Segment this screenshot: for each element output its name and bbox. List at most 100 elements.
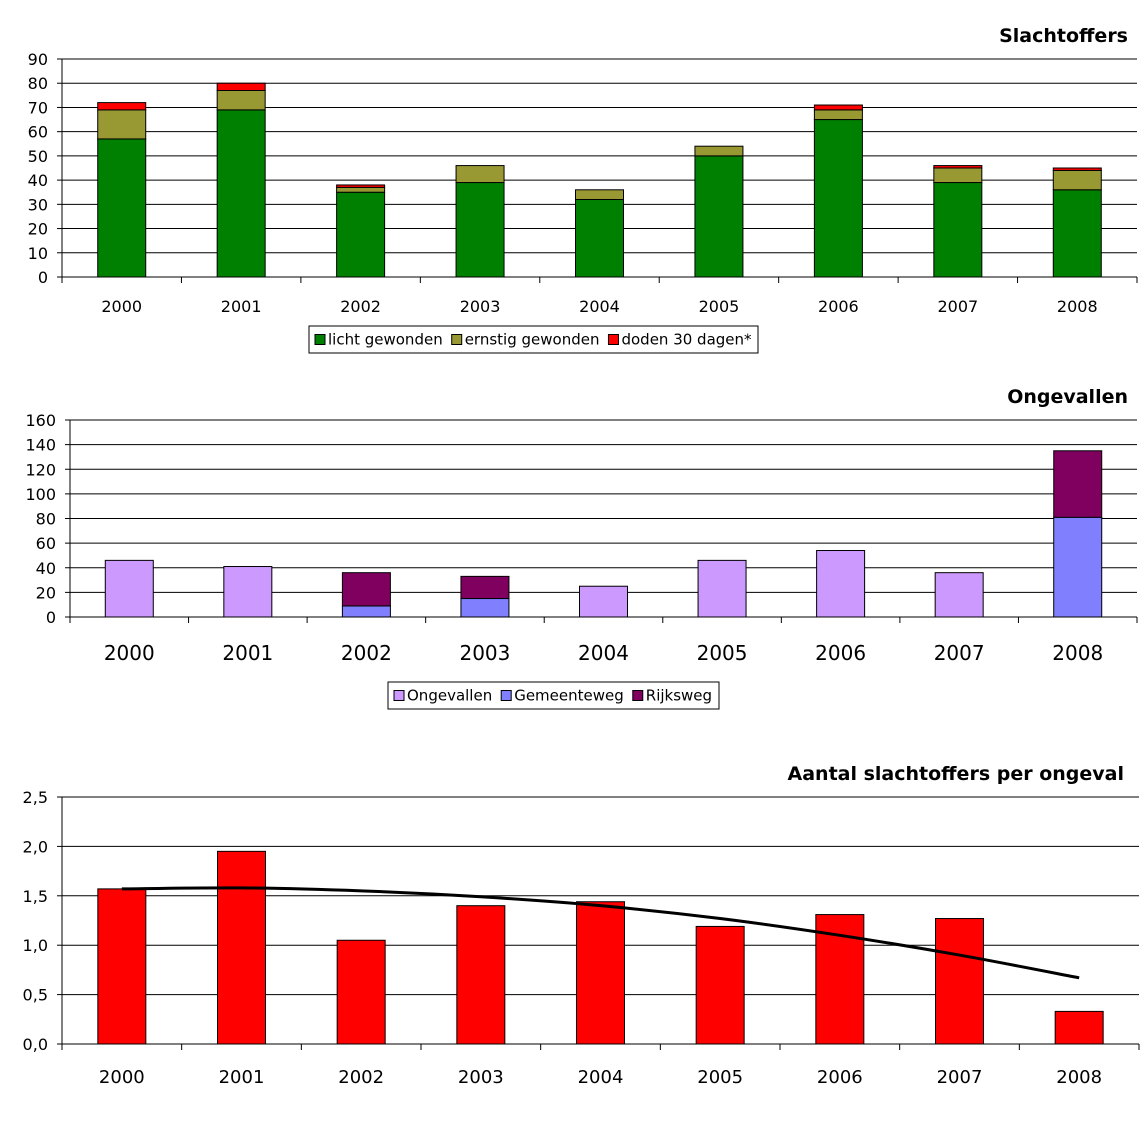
x-tick-label: 2005 <box>697 1067 743 1088</box>
x-tick-label: 2000 <box>104 641 155 665</box>
x-tick-label: 2006 <box>817 1067 863 1088</box>
bar-2006-series-3 <box>813 104 863 111</box>
legend-swatch <box>314 334 326 345</box>
x-tick-label: 2005 <box>699 297 740 316</box>
x-tick-label: 2000 <box>99 1067 145 1088</box>
y-tick-label: 1,5 <box>23 887 48 906</box>
bar-2003-series-2 <box>455 165 505 184</box>
bar-2000-series-3 <box>97 102 147 111</box>
chart-title: Slachtoffers <box>999 25 1128 47</box>
y-tick-label: 40 <box>28 171 48 190</box>
legend-label: ernstig gewonden <box>465 331 600 349</box>
chart-1: Slachtoffers 0 10 20 30 40 50 60 70 80 90 2000 2001 2… <box>28 25 1138 354</box>
y-tick-label: 40 <box>36 559 56 578</box>
x-tick-label: 2008 <box>1052 641 1103 665</box>
y-tick-label: 0,0 <box>23 1035 48 1054</box>
x-tick-label: 2007 <box>934 641 985 665</box>
bar-2007-series-1 <box>933 182 983 278</box>
x-tick-label: 2001 <box>219 1067 265 1088</box>
legend-label: Rijksweg <box>646 687 712 705</box>
legend-label: doden 30 dagen* <box>621 331 752 349</box>
bar-2002-series-2 <box>341 605 391 618</box>
x-tick-label: 2002 <box>340 297 381 316</box>
x-tick-label: 2007 <box>937 1067 983 1088</box>
bar-2000-series-1 <box>97 138 147 278</box>
bar-2007-series-3 <box>933 165 983 169</box>
y-tick-label: 50 <box>28 147 48 166</box>
x-tick-label: 2001 <box>222 641 273 665</box>
y-tick-label: 60 <box>36 534 56 553</box>
y-tick-label: 2,5 <box>23 788 48 807</box>
bar-2000-series-1 <box>104 559 154 618</box>
legend-label: licht gewonden <box>328 331 443 349</box>
y-tick-label: 100 <box>25 485 56 504</box>
bar-2007-series-2 <box>933 167 983 184</box>
chart-title: Ongevallen <box>1007 386 1128 408</box>
x-tick-label: 2004 <box>578 1067 624 1088</box>
y-tick-label: 0,5 <box>23 986 48 1005</box>
bar-2006-series-2 <box>813 109 863 121</box>
bar-2005 <box>695 925 745 1045</box>
x-tick-label: 2008 <box>1056 1067 1102 1088</box>
y-tick-label: 20 <box>36 583 56 602</box>
x-tick-label: 2002 <box>338 1067 384 1088</box>
bar-2002-series-3 <box>341 572 391 607</box>
bar-2001-series-3 <box>216 82 266 91</box>
bar-2002-series-1 <box>336 191 386 278</box>
x-tick-label: 2003 <box>460 297 501 316</box>
x-tick-label: 2008 <box>1057 297 1098 316</box>
y-tick-label: 60 <box>28 123 48 142</box>
bar-2000-series-2 <box>97 109 147 140</box>
bar-2004-series-1 <box>579 585 628 618</box>
bar-2008 <box>1054 1010 1104 1045</box>
chart-3: Aantal slachtoffers per ongeval 0,0 0,5 1,0… <box>23 763 1140 1088</box>
x-tick-label: 2005 <box>697 641 748 665</box>
x-tick-label: 2007 <box>937 297 978 316</box>
legend: licht gewonden ernstig gewonden doden 30 d… <box>308 325 759 354</box>
legend-swatch <box>500 690 512 701</box>
y-tick-label: 1,0 <box>23 936 48 955</box>
y-tick-label: 0 <box>38 268 48 287</box>
bar-2002-series-3 <box>336 184 386 188</box>
y-tick-label: 120 <box>25 460 56 479</box>
bar-2003 <box>456 905 506 1045</box>
y-tick-label: 160 <box>25 411 56 430</box>
bar-2007-series-1 <box>934 572 984 618</box>
x-tick-label: 2002 <box>341 641 392 665</box>
y-tick-label: 90 <box>28 50 48 69</box>
bar-2008-series-1 <box>1052 189 1102 278</box>
legend-swatch <box>393 690 405 701</box>
y-tick-label: 30 <box>28 195 48 214</box>
x-tick-label: 2001 <box>221 297 262 316</box>
legend-swatch <box>451 334 463 345</box>
bar-2005-series-1 <box>697 559 747 618</box>
x-tick-label: 2004 <box>578 641 629 665</box>
legend: Ongevallen Gemeenteweg Rijksweg <box>387 681 720 710</box>
x-tick-label: 2006 <box>818 297 859 316</box>
y-tick-label: 70 <box>28 98 48 117</box>
chart-title: Aantal slachtoffers per ongeval <box>788 763 1124 785</box>
bar-2004-series-1 <box>575 198 624 278</box>
bar-2003-series-2 <box>460 598 510 618</box>
bar-2006-series-1 <box>813 119 863 278</box>
x-tick-label: 2003 <box>458 1067 504 1088</box>
bar-2003-series-1 <box>455 182 505 278</box>
legend-swatch <box>607 334 619 345</box>
y-tick-label: 2,0 <box>23 837 48 856</box>
y-tick-label: 0 <box>46 608 56 627</box>
x-tick-label: 2006 <box>815 641 866 665</box>
bar-2007 <box>935 918 984 1045</box>
y-tick-label: 80 <box>36 510 56 529</box>
bar-2005-series-1 <box>694 155 744 278</box>
bar-2004 <box>576 901 625 1045</box>
bar-2006-series-1 <box>816 550 866 618</box>
bar-2004-series-2 <box>575 189 624 200</box>
y-tick-label: 140 <box>25 436 56 455</box>
bar-2003-series-3 <box>460 575 510 600</box>
bar-2002 <box>336 939 386 1045</box>
bar-2001-series-1 <box>223 566 273 618</box>
x-tick-label: 2000 <box>101 297 142 316</box>
bar-2000 <box>97 888 147 1045</box>
bar-2005-series-2 <box>694 145 744 157</box>
